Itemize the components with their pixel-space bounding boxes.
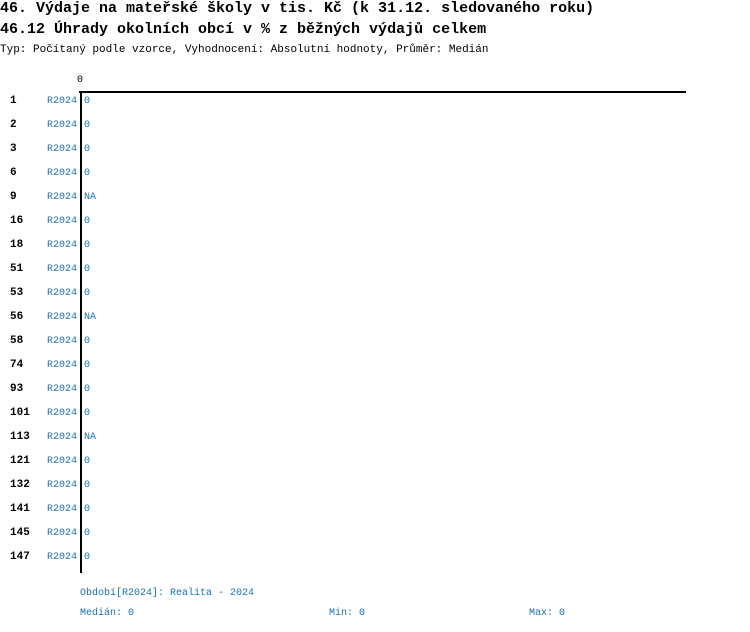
series-label: R2024 — [47, 216, 78, 227]
min-stat: Min: 0 — [329, 608, 366, 619]
series-label: R2024 — [47, 192, 78, 203]
category-label: 58 — [10, 335, 24, 347]
series-label: R2024 — [47, 96, 78, 107]
series-label: R2024 — [47, 264, 78, 275]
series-label: R2024 — [47, 120, 78, 131]
category-label: 121 — [10, 455, 30, 467]
bar-value-label: 0 — [84, 288, 91, 299]
period-legend: Období[R2024]: Realita - 2024 — [80, 588, 255, 599]
category-label: 74 — [10, 359, 24, 371]
bar-value-label: 0 — [84, 144, 91, 155]
series-label: R2024 — [47, 240, 78, 251]
category-label: 3 — [10, 143, 17, 155]
series-label: R2024 — [47, 552, 78, 563]
series-label: R2024 — [47, 432, 78, 443]
series-label: R2024 — [47, 384, 78, 395]
bar-value-label: 0 — [84, 264, 91, 275]
bar-value-label: 0 — [84, 552, 91, 563]
x-axis-line — [79, 91, 686, 93]
series-label: R2024 — [47, 456, 78, 467]
series-label: R2024 — [47, 336, 78, 347]
bar-value-label: 0 — [84, 240, 91, 251]
page-title: 46. Výdaje na mateřské školy v tis. Kč (… — [0, 0, 595, 17]
category-label: 51 — [10, 263, 24, 275]
category-label: 18 — [10, 239, 24, 251]
category-label: 16 — [10, 215, 24, 227]
bar-value-label: 0 — [84, 120, 91, 131]
bar-value-label: 0 — [84, 360, 91, 371]
bar-value-label: 0 — [84, 216, 91, 227]
category-label: 53 — [10, 287, 24, 299]
x-tick-label: 0 — [77, 75, 84, 86]
series-label: R2024 — [47, 168, 78, 179]
bar-value-label: 0 — [84, 168, 91, 179]
category-label: 2 — [10, 119, 17, 131]
chart-meta: Typ: Počítaný podle vzorce, Vyhodnocení:… — [0, 44, 489, 56]
bar-value-label: 0 — [84, 384, 91, 395]
category-label: 141 — [10, 503, 30, 515]
bar-value-label: 0 — [84, 504, 91, 515]
bar-value-label: 0 — [84, 408, 91, 419]
series-label: R2024 — [47, 408, 78, 419]
series-label: R2024 — [47, 288, 78, 299]
series-label: R2024 — [47, 528, 78, 539]
series-label: R2024 — [47, 312, 78, 323]
category-label: 145 — [10, 527, 30, 539]
bar-value-label: 0 — [84, 480, 91, 491]
category-label: 9 — [10, 191, 17, 203]
series-label: R2024 — [47, 360, 78, 371]
category-label: 101 — [10, 407, 30, 419]
max-stat: Max: 0 — [529, 608, 566, 619]
category-label: 6 — [10, 167, 17, 179]
series-label: R2024 — [47, 480, 78, 491]
bar-value-label: 0 — [84, 456, 91, 467]
bar-value-label: 0 — [84, 336, 91, 347]
bar-value-label: 0 — [84, 528, 91, 539]
category-label: 93 — [10, 383, 24, 395]
median-stat: Medián: 0 — [80, 608, 135, 619]
bar-value-label: 0 — [84, 96, 91, 107]
series-label: R2024 — [47, 144, 78, 155]
bar-value-label: NA — [84, 432, 97, 443]
category-label: 56 — [10, 311, 24, 323]
category-label: 113 — [10, 431, 30, 443]
series-label: R2024 — [47, 504, 78, 515]
category-label: 1 — [10, 95, 17, 107]
category-label: 147 — [10, 551, 30, 563]
category-label: 132 — [10, 479, 30, 491]
chart-subtitle: 46.12 Úhrady okolních obcí v % z běžných… — [0, 21, 487, 38]
bar-value-label: NA — [84, 192, 97, 203]
y-axis-line — [80, 91, 82, 573]
bar-value-label: NA — [84, 312, 97, 323]
